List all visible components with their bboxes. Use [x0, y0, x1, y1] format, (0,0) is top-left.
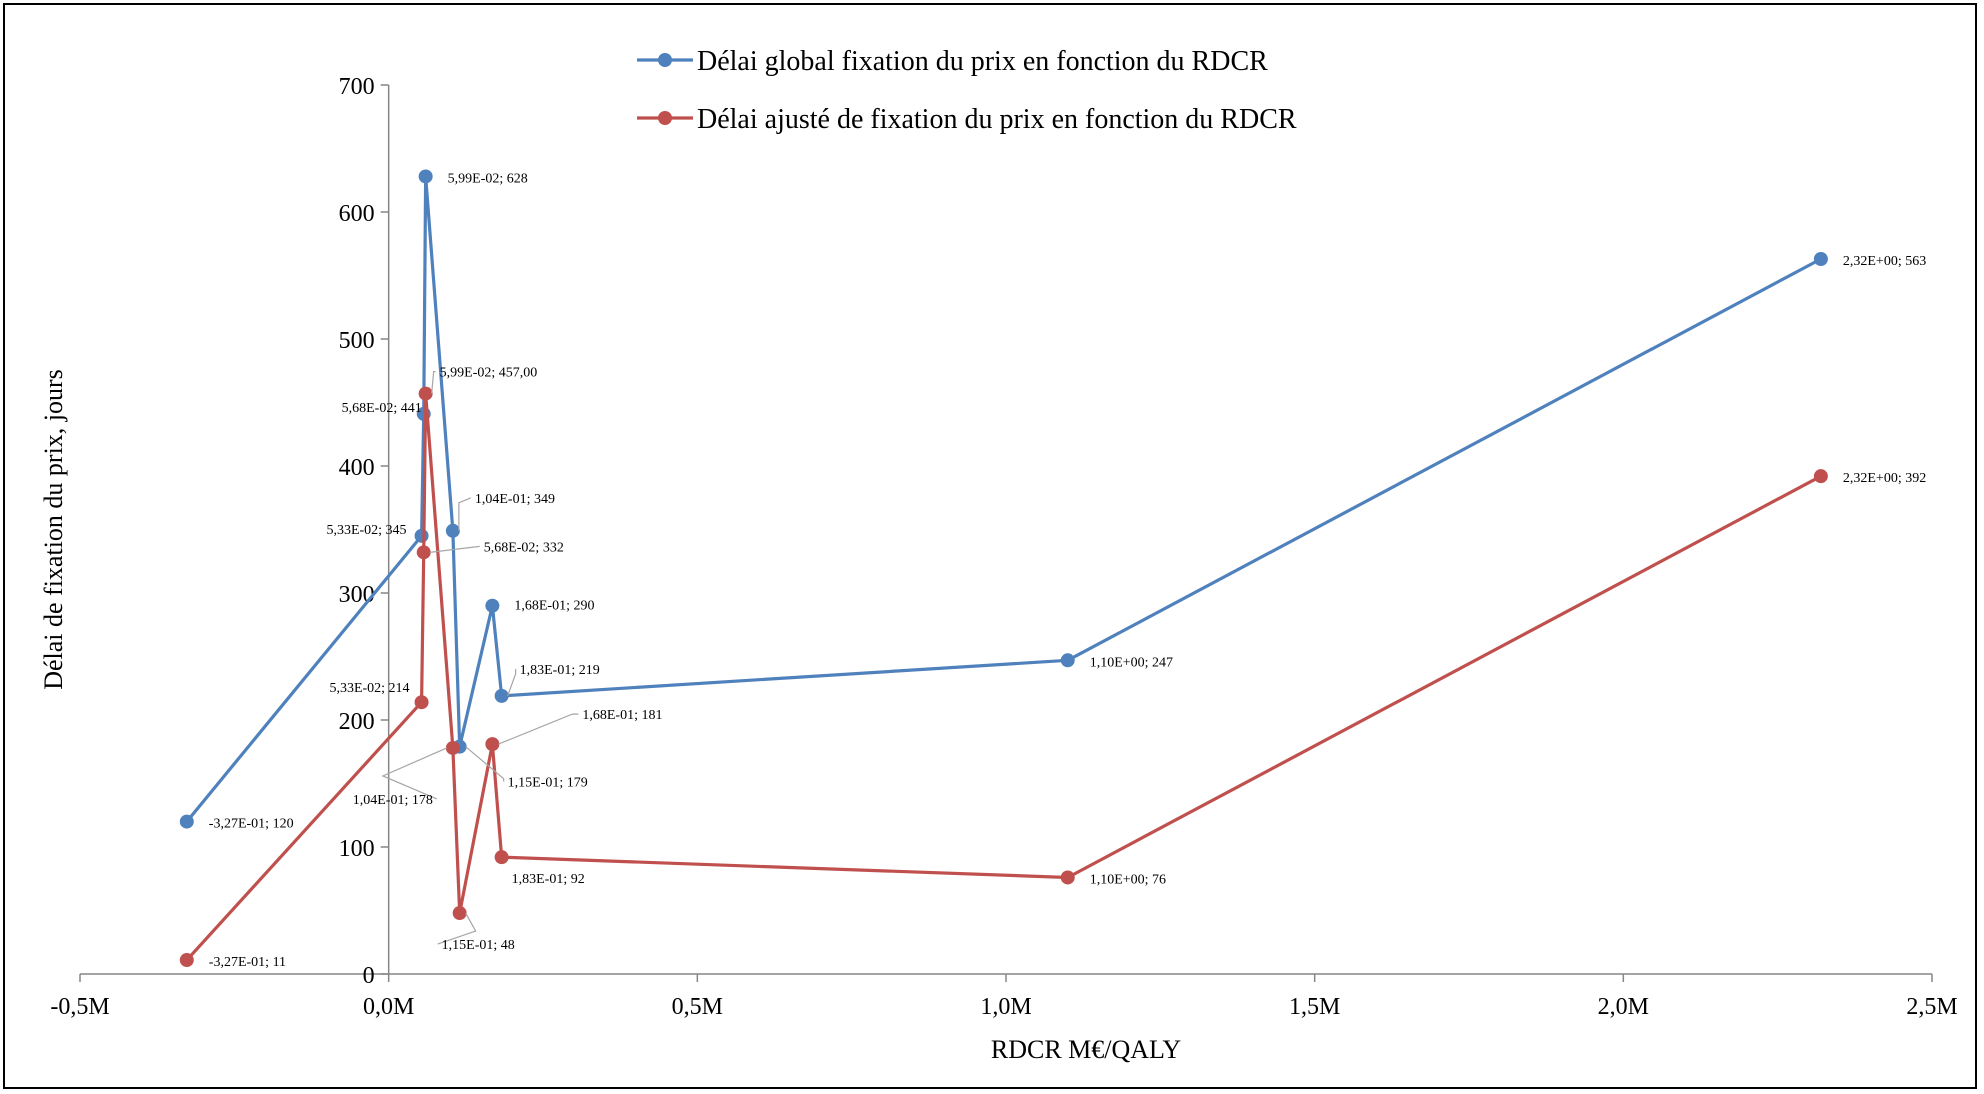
data-point	[416, 545, 431, 560]
y-tick-label: 300	[339, 582, 375, 608]
data-label: 1,04E-01; 178	[353, 793, 433, 808]
data-label: 5,33E-02; 214	[329, 681, 409, 696]
data-label: 5,68E-02; 441	[342, 401, 422, 416]
x-axis-title: RDCR M€/QALY	[991, 1035, 1181, 1064]
data-label: 1,83E-01; 219	[520, 663, 600, 678]
x-tick-label: 1,0M	[980, 994, 1031, 1020]
series-1	[179, 169, 1828, 829]
leader-line	[507, 668, 517, 697]
data-label: 1,10E+00; 76	[1090, 872, 1166, 887]
x-tick-label: 0,5M	[672, 994, 723, 1020]
leader-line	[498, 713, 579, 745]
legend: Délai global fixation du prix en fonctio…	[637, 46, 1297, 135]
legend-swatch-marker	[658, 53, 672, 67]
data-labels: -3,27E-01; 120 5,33E-02; 345 5,68E-02; 441…	[209, 171, 1926, 970]
data-point	[179, 814, 194, 829]
leader-line	[458, 497, 472, 531]
data-label: 1,15E-01; 179	[508, 776, 588, 791]
legend-label: Délai global fixation du prix en fonctio…	[697, 46, 1268, 77]
data-label: 1,68E-01; 181	[582, 708, 662, 723]
series-layer	[179, 169, 1828, 968]
x-tick-label: 2,5M	[1906, 994, 1957, 1020]
series-line	[185, 174, 1822, 823]
data-label: 1,68E-01; 290	[514, 599, 594, 614]
y-tick-label: 400	[339, 455, 375, 481]
data-point	[494, 688, 509, 703]
data-point	[1813, 469, 1828, 484]
data-label: 2,32E+00; 563	[1843, 254, 1926, 269]
data-label: -3,27E-01; 11	[209, 955, 286, 970]
y-tick-label: 200	[339, 709, 375, 735]
data-point	[485, 737, 500, 752]
data-point	[445, 523, 460, 538]
data-point	[418, 386, 433, 401]
leader-line	[437, 912, 477, 945]
x-tick-label: 0,0M	[363, 994, 414, 1020]
axes: 0 100 200 300 400 500 600 700 -0,5M 0,0M 0,5M 1,0M 1…	[39, 74, 1958, 1064]
series-line	[185, 392, 1822, 962]
data-label: 5,68E-02; 332	[484, 540, 564, 555]
data-label: 5,33E-02; 345	[326, 523, 406, 538]
legend-item-1: Délai global fixation du prix en fonctio…	[637, 46, 1268, 77]
data-point	[179, 953, 194, 968]
y-tick-label: 0	[363, 963, 375, 989]
data-point	[1060, 653, 1075, 668]
data-label: -3,27E-01; 120	[209, 817, 294, 832]
data-point	[418, 169, 433, 184]
data-point	[452, 906, 467, 921]
data-label: 1,83E-01; 92	[512, 872, 585, 887]
data-label: 5,99E-02; 457,00	[440, 366, 538, 381]
data-point	[1060, 870, 1075, 885]
data-point	[485, 598, 500, 613]
data-label: 1,15E-01; 48	[442, 938, 515, 953]
data-label: 5,99E-02; 628	[448, 171, 528, 186]
data-label: 1,04E-01; 349	[475, 492, 555, 507]
legend-item-2: Délai ajusté de fixation du prix en fonc…	[637, 104, 1297, 135]
data-point	[414, 528, 429, 543]
leader-line	[381, 747, 448, 800]
x-tick-label: 1,5M	[1289, 994, 1340, 1020]
legend-swatch-marker	[658, 111, 672, 125]
data-point	[1813, 251, 1828, 266]
data-point	[414, 695, 429, 710]
data-label: 1,10E+00; 247	[1090, 655, 1173, 670]
legend-label: Délai ajusté de fixation du prix en fonc…	[697, 104, 1297, 135]
y-tick-label: 100	[339, 836, 375, 862]
x-tick-label: 2,0M	[1598, 994, 1649, 1020]
data-point	[494, 850, 509, 865]
series-2	[179, 386, 1828, 968]
y-tick-label: 700	[339, 74, 375, 100]
leader-line	[465, 746, 505, 782]
leader-line	[431, 371, 436, 394]
y-tick-label: 500	[339, 328, 375, 354]
y-tick-label: 600	[339, 201, 375, 227]
chart-frame	[3, 3, 1977, 1089]
x-tick-label: -0,5M	[50, 994, 109, 1020]
y-axis-title: Délai de fixation du prix, jours	[39, 369, 68, 690]
leader-line	[429, 545, 480, 553]
data-point	[445, 740, 460, 755]
data-label: 2,32E+00; 392	[1843, 471, 1926, 486]
